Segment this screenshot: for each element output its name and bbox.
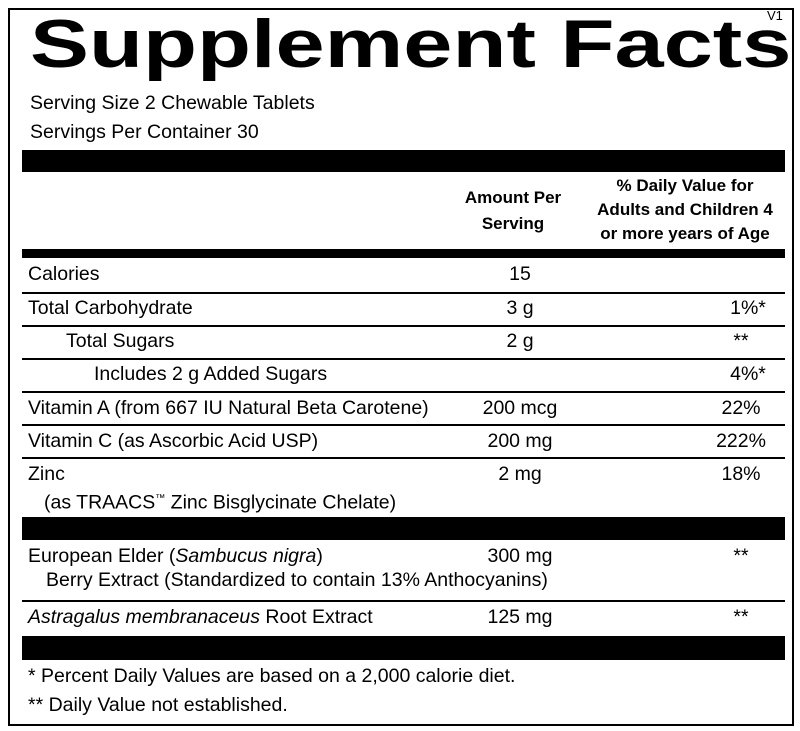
label-border — [8, 8, 794, 726]
header-amount: Amount Per — [464, 188, 562, 207]
header-dv: Adults and Children 4 — [597, 200, 773, 219]
text: Zinc Bisglycinate Chelate) — [165, 491, 397, 514]
version: V1 — [767, 8, 783, 23]
row-amount: 125 mg — [487, 606, 553, 628]
text: (as TRAACS — [44, 491, 156, 514]
row-amount: 3 g — [506, 297, 534, 319]
row-name: Zinc — [28, 463, 65, 485]
header-dv: or more years of Age — [600, 224, 770, 243]
row-name: Includes 2 g Added Sugars — [94, 363, 328, 385]
row-dv: 18% — [721, 463, 761, 485]
row-name: Calories — [28, 263, 100, 285]
row-dv: 22% — [721, 397, 761, 419]
row-amount: 200 mcg — [482, 397, 558, 419]
row-amount: 2 mg — [498, 463, 542, 485]
text: European Elder ( — [28, 545, 176, 567]
row-dv: ** — [733, 330, 749, 352]
text-italic: Astragalus membranaceus — [28, 606, 260, 628]
row-dv: 1%* — [730, 297, 766, 319]
divider-bar — [22, 636, 785, 660]
serving-size: Serving Size 2 Chewable Tablets — [30, 92, 315, 114]
text: ) — [316, 545, 323, 567]
text-italic: Sambucus nigra — [175, 545, 317, 567]
title: Supplement Facts — [30, 6, 792, 82]
text: Root Extract — [259, 606, 373, 628]
row-dv: 222% — [716, 430, 766, 452]
row-line — [22, 424, 785, 426]
row-line — [22, 600, 785, 602]
row-amount: 300 mg — [487, 545, 553, 567]
row-amount: 15 — [509, 263, 531, 285]
row-amount: 200 mg — [487, 430, 553, 452]
row-subtext: (as TRAACS™ Zinc Bisglycinate Chelate) — [44, 487, 396, 515]
header-amount: Serving — [481, 214, 545, 233]
row-dv: 4%* — [730, 363, 766, 385]
row-name: Total Sugars — [66, 330, 175, 352]
row-line — [22, 358, 785, 360]
footnote: ** Daily Value not established. — [28, 694, 288, 716]
row-line — [22, 391, 785, 393]
footnote: * Percent Daily Values are based on a 2,… — [28, 665, 516, 687]
row-dv: ** — [733, 545, 749, 567]
divider-bar — [22, 517, 785, 540]
row-name: Total Carbohydrate — [28, 297, 193, 319]
row-subtext: Berry Extract (Standardized to contain 1… — [46, 569, 548, 591]
row-name: Astragalus membranaceus Root Extract — [28, 606, 373, 629]
row-name: Vitamin C (as Ascorbic Acid USP) — [28, 430, 319, 452]
row-line — [22, 292, 785, 294]
row-amount: 2 g — [506, 330, 534, 352]
row-name: Vitamin A (from 667 IU Natural Beta Caro… — [28, 397, 429, 419]
row-name: European Elder (Sambucus nigra) — [28, 545, 323, 568]
header-dv: % Daily Value for — [616, 176, 754, 195]
row-dv: ** — [733, 606, 749, 628]
divider-bar — [22, 150, 785, 172]
trademark: ™ — [155, 493, 166, 504]
row-line — [22, 325, 785, 327]
servings-per-container: Servings Per Container 30 — [30, 121, 259, 143]
divider-bar — [22, 249, 785, 258]
row-line — [22, 457, 785, 459]
